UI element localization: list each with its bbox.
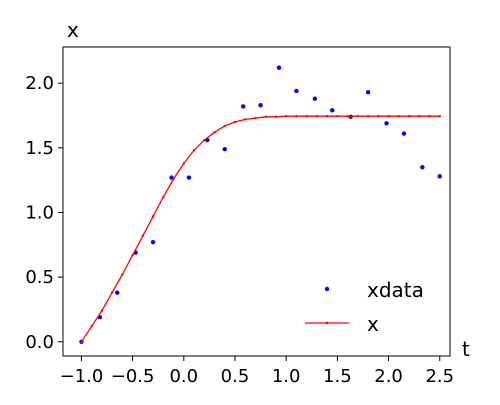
line-point-x xyxy=(428,114,431,118)
line-point-x xyxy=(192,149,196,152)
line-point-x xyxy=(151,215,155,218)
scatter-point-xdata xyxy=(258,102,263,108)
y-tick-label: 0.0 xyxy=(25,332,54,353)
x-tick-label: 1.5 xyxy=(323,366,352,387)
line-point-x xyxy=(244,118,247,121)
line-point-x xyxy=(397,114,401,118)
line-point-x xyxy=(346,114,349,118)
line-point-x xyxy=(80,340,83,343)
scatter-point-xdata xyxy=(150,240,156,245)
line-point-x xyxy=(254,116,257,120)
plot-frame xyxy=(62,46,451,357)
series-line-x xyxy=(80,115,440,343)
line-point-x xyxy=(305,114,308,118)
scatter-point-xdata xyxy=(294,88,299,94)
y-axis-ticks: 0.0 0.5 1.0 1.5 2.0 xyxy=(25,73,63,353)
line-point-x xyxy=(213,131,216,134)
scatter-point-xdata xyxy=(222,146,227,152)
legend-marker-xdata xyxy=(324,286,330,292)
plot-border xyxy=(62,46,451,357)
scatter-point-xdata xyxy=(240,104,246,109)
scatter-point-xdata xyxy=(384,121,389,126)
y-tick-label: 2.0 xyxy=(25,73,54,94)
scatter-point-xdata xyxy=(186,175,192,180)
y-tick-label: 1.5 xyxy=(25,138,54,159)
y-tick-label: 1.0 xyxy=(25,202,54,223)
line-point-x xyxy=(223,124,226,128)
scatter-point-xdata xyxy=(437,174,442,179)
scatter-point-xdata xyxy=(312,96,318,101)
scatter-point-xdata xyxy=(276,65,282,70)
x-tick-label: 0.5 xyxy=(221,366,250,387)
line-point-x xyxy=(356,114,360,118)
scatter-point-xdata xyxy=(330,108,335,113)
line-point-x xyxy=(274,115,278,119)
scatter-point-xdata xyxy=(115,290,120,295)
y-tick-label: 0.5 xyxy=(25,267,54,288)
line-point-x xyxy=(315,114,319,118)
line-point-x xyxy=(264,115,267,119)
line-point-x xyxy=(141,234,145,237)
line-point-x xyxy=(162,195,165,199)
line-point-x xyxy=(325,114,329,118)
line-point-x xyxy=(100,309,104,312)
legend-label-x: x xyxy=(367,312,379,336)
line-point-x xyxy=(336,114,339,118)
x-tick-label: 2.5 xyxy=(425,366,454,387)
line-point-x xyxy=(203,138,206,142)
line-point-x xyxy=(438,114,441,118)
legend: xdata x xyxy=(305,278,424,336)
x-tick-label: 2.0 xyxy=(374,366,403,387)
scatter-point-xdata xyxy=(365,90,371,95)
line-point-x xyxy=(131,253,134,257)
x-tick-label: 1.0 xyxy=(272,366,301,387)
line-point-x xyxy=(110,291,114,294)
scatter-point-xdata xyxy=(420,165,425,170)
scatter-point-xdata xyxy=(401,131,407,136)
line-point-x xyxy=(366,114,370,118)
line-point-x xyxy=(233,120,237,124)
line-point-x xyxy=(90,325,93,328)
line-point-x xyxy=(377,114,380,118)
legend-marker-x xyxy=(325,321,329,325)
series-layer xyxy=(79,65,442,344)
line-point-x xyxy=(121,273,124,276)
y-axis-label: x xyxy=(67,18,79,42)
line-point-x xyxy=(284,114,288,118)
line-point-x xyxy=(418,114,421,118)
x-tick-label: −0.5 xyxy=(111,366,155,387)
legend-label-xdata: xdata xyxy=(367,278,424,302)
x-tick-label: −1.0 xyxy=(60,366,104,387)
x-axis-label: t xyxy=(462,337,470,361)
x-tick-label: 0.0 xyxy=(169,366,198,387)
line-point-x xyxy=(182,162,186,165)
line-point-x xyxy=(295,114,298,118)
line-point-x xyxy=(387,114,390,118)
line-point-x xyxy=(172,177,175,181)
x-axis-ticks: −1.0 −0.5 0.0 0.5 1.0 1.5 2.0 2.5 xyxy=(60,356,454,387)
line-point-x xyxy=(407,114,411,118)
